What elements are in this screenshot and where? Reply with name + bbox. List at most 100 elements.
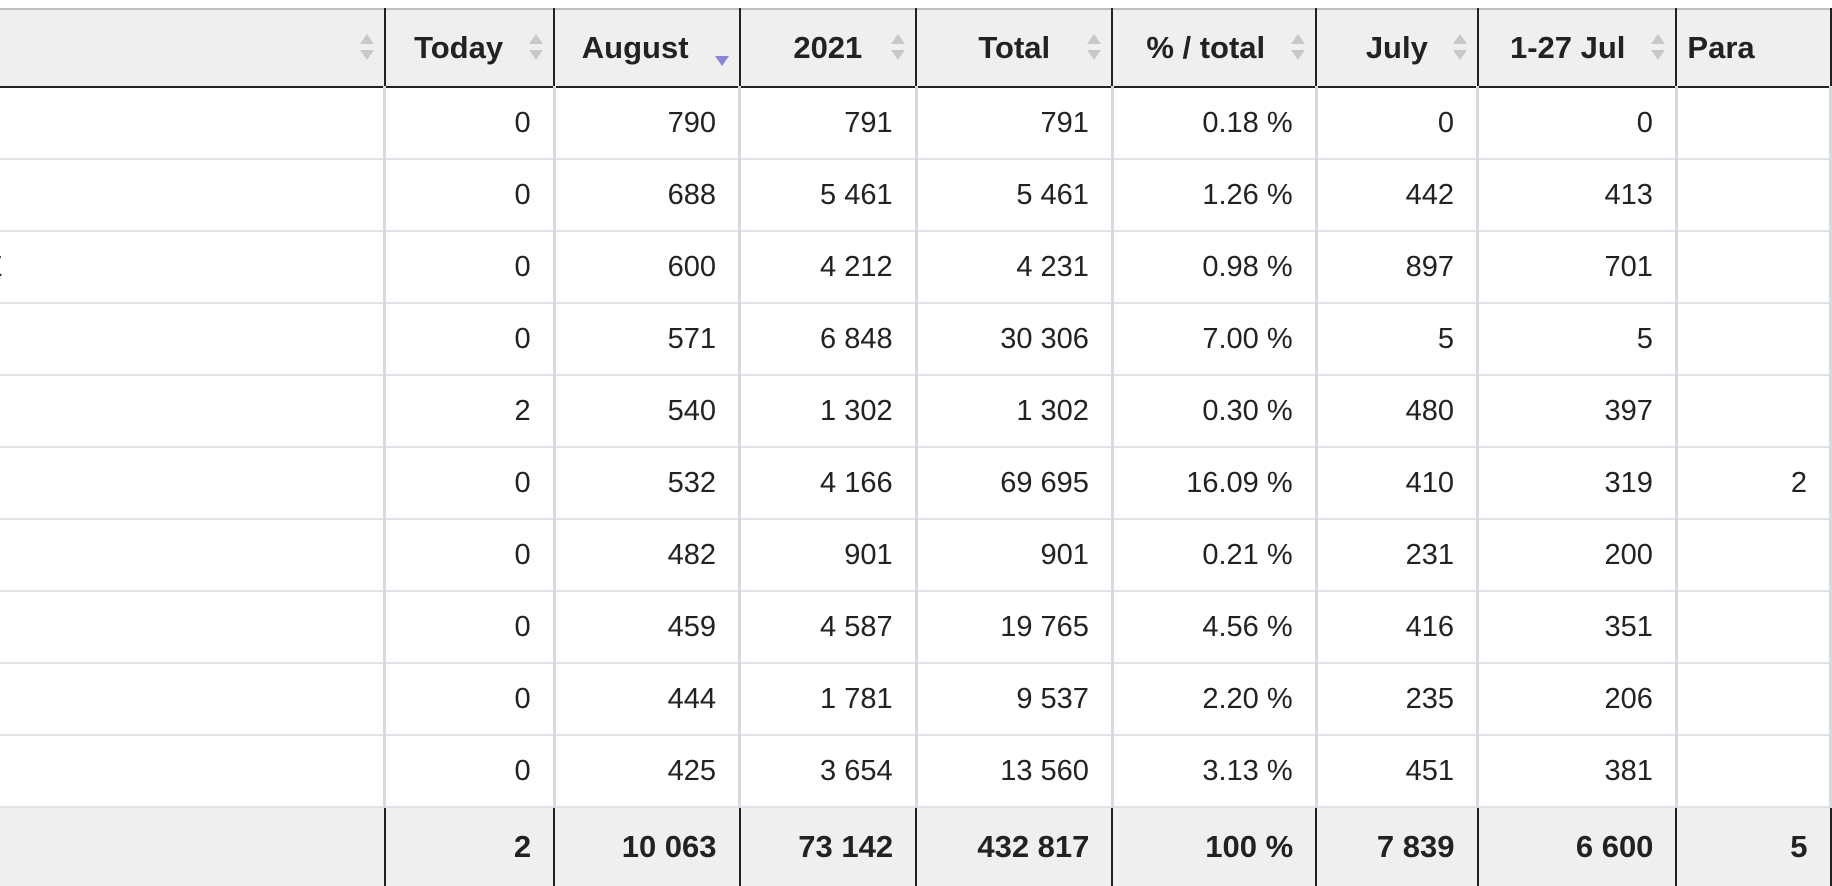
cell-total: 19 765	[914, 590, 1114, 664]
sort-descending-icon[interactable]	[714, 34, 729, 66]
table-row[interactable]: 0 532 4 166 69 695 16.09 % 410 319 2	[0, 446, 1832, 520]
cell-para: 2	[1674, 446, 1832, 520]
cell-para	[1674, 374, 1832, 448]
sort-icon[interactable]	[1651, 34, 1666, 64]
cell-el	[0, 446, 387, 520]
total-cell-august: 10 063	[553, 806, 741, 886]
column-header-label: August	[581, 30, 689, 65]
cell-el: -	[0, 158, 387, 232]
cell-july: 897	[1314, 230, 1480, 304]
column-header-total[interactable]: % / total	[1111, 8, 1318, 88]
column-header-label: July	[1365, 30, 1428, 65]
column-header-label: Para	[1687, 30, 1755, 65]
sort-up-arrow-icon	[1452, 34, 1467, 44]
column-header-july[interactable]: July	[1315, 8, 1479, 88]
cell-today: 0	[383, 158, 556, 232]
sort-icon[interactable]	[529, 34, 544, 64]
cell-el	[0, 302, 387, 376]
cell-july: 442	[1314, 158, 1480, 232]
cell-para	[1674, 302, 1832, 376]
cell-total: 0.21 %	[1110, 518, 1318, 592]
total-cell-july: 7 839	[1315, 806, 1479, 886]
cell-total: 4.56 %	[1110, 590, 1318, 664]
column-header-label: Today	[414, 30, 504, 65]
cell-today: 0	[383, 302, 556, 376]
cell-august: 425	[552, 734, 742, 808]
cell-2021: 4 587	[738, 590, 918, 664]
sort-icon[interactable]	[359, 34, 374, 64]
cell-july: 235	[1314, 662, 1480, 736]
cell-total: 0.18 %	[1110, 86, 1318, 160]
table-row[interactable]: 0 790 791 791 0.18 % 0 0	[0, 86, 1832, 160]
cell-total: 4 231	[914, 230, 1114, 304]
cell-july: 410	[1314, 446, 1480, 520]
column-header-para[interactable]: Para	[1675, 8, 1832, 88]
total-cell-total: 100 %	[1111, 806, 1318, 886]
cell-1-27-jul: 0	[1476, 86, 1678, 160]
cell-today: 0	[383, 662, 556, 736]
cell-total: 0.30 %	[1110, 374, 1318, 448]
header-row: el Today August 2021 Total % / total July 1-27 …	[0, 8, 1832, 88]
total-cell-total: 432 817	[915, 806, 1114, 886]
column-header-august[interactable]: August	[553, 8, 741, 88]
sort-down-arrow-icon	[1087, 50, 1102, 60]
table-row[interactable]: 0 571 6 848 30 306 7.00 % 5 5	[0, 302, 1832, 376]
sort-icon[interactable]	[1291, 34, 1306, 64]
column-header-label: % / total	[1146, 30, 1266, 65]
cell-today: 0	[383, 86, 556, 160]
sort-up-arrow-icon	[1291, 34, 1306, 44]
sort-icon[interactable]	[891, 34, 906, 64]
column-header-total[interactable]: Total	[915, 8, 1114, 88]
cell-el	[0, 590, 387, 664]
cell-1-27-jul: 381	[1476, 734, 1678, 808]
cell-2021: 901	[738, 518, 918, 592]
cell-august: 444	[552, 662, 742, 736]
cell-total: 9 537	[914, 662, 1114, 736]
stats-table: el Today August 2021 Total % / total July 1-27 …	[0, 8, 1832, 886]
cell-today: 0	[383, 230, 556, 304]
cell-total: 5 461	[914, 158, 1114, 232]
stats-table-container: el Today August 2021 Total % / total July 1-27 …	[0, 8, 1832, 886]
sort-icon[interactable]	[1087, 34, 1102, 64]
column-header-label: 2021	[793, 30, 863, 65]
cell-august: 571	[552, 302, 742, 376]
table-row[interactable]: 0 482 901 901 0.21 % 231 200	[0, 518, 1832, 592]
table-row[interactable]: 0 459 4 587 19 765 4.56 % 416 351	[0, 590, 1832, 664]
cell-august: 532	[552, 446, 742, 520]
table-header: el Today August 2021 Total % / total July 1-27 …	[0, 8, 1832, 88]
column-header-today[interactable]: Today	[383, 8, 556, 88]
sort-down-arrow-icon	[1291, 50, 1306, 60]
cell-august: 790	[552, 86, 742, 160]
cell-1-27-jul: 5	[1476, 302, 1678, 376]
cell-2021: 6 848	[738, 302, 918, 376]
cell-total: 7.00 %	[1110, 302, 1318, 376]
sort-down-arrow-icon	[359, 50, 374, 60]
column-header-el[interactable]: el	[0, 8, 386, 88]
cell-august: 459	[552, 590, 742, 664]
cell-august: 688	[552, 158, 742, 232]
cell-today: 0	[383, 734, 556, 808]
cell-el	[0, 374, 387, 448]
cell-total: 1 302	[914, 374, 1114, 448]
sort-down-arrow-icon	[1651, 50, 1666, 60]
sort-up-arrow-icon	[1651, 34, 1666, 44]
column-header-2021[interactable]: 2021	[738, 8, 918, 88]
cell-august: 600	[552, 230, 742, 304]
table-row[interactable]: 0 425 3 654 13 560 3.13 % 451 381	[0, 734, 1832, 808]
column-header-1-27-jul[interactable]: 1-27 Jul	[1476, 8, 1678, 88]
cell-1-27-jul: 206	[1476, 662, 1678, 736]
total-cell-today: 2	[383, 806, 556, 886]
sort-down-arrow-icon	[891, 50, 906, 60]
cell-total: 0.98 %	[1110, 230, 1318, 304]
cell-1-27-jul: 200	[1476, 518, 1678, 592]
sort-icon[interactable]	[1452, 34, 1467, 64]
total-cell-1-27-jul: 6 600	[1476, 806, 1678, 886]
table-row[interactable]: 2 540 1 302 1 302 0.30 % 480 397	[0, 374, 1832, 448]
cell-total: 791	[914, 86, 1114, 160]
cell-para	[1674, 662, 1832, 736]
cell-1-27-jul: 319	[1476, 446, 1678, 520]
